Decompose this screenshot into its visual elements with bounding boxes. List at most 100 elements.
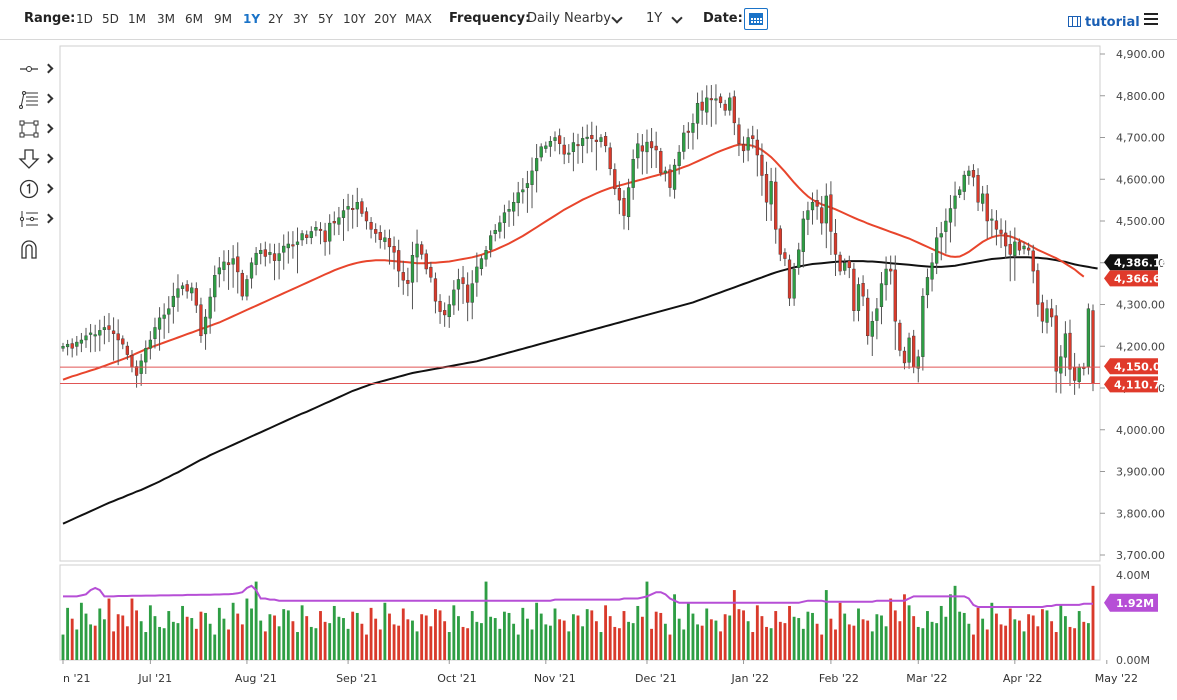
range-1m-button[interactable]: 1M — [128, 12, 146, 26]
candle-body — [728, 97, 732, 111]
period-chevron-down-icon[interactable] — [671, 12, 683, 24]
volume-bar — [847, 624, 851, 660]
price-chart[interactable]: 4,900.00 4,800.00 4,700.00 4,600.00 4,500.00… — [0, 40, 1177, 700]
volume-bar — [1073, 628, 1077, 660]
volume-bar — [627, 621, 631, 660]
tutorial-link[interactable]: tutorial — [1085, 15, 1140, 30]
range-9m-button[interactable]: 9M — [214, 12, 232, 26]
calendar-button[interactable] — [744, 8, 768, 30]
range-max-button[interactable]: MAX — [405, 12, 432, 26]
range-3y-button[interactable]: 3Y — [293, 12, 308, 26]
candle-body — [783, 252, 787, 259]
candle-body — [190, 287, 194, 294]
candle-body — [1022, 245, 1026, 250]
candle-body — [79, 339, 84, 344]
candle-body — [856, 284, 861, 311]
crosshair-line-tool[interactable] — [18, 58, 54, 80]
candle-body — [98, 330, 102, 336]
volume-bar — [392, 624, 396, 660]
volume-bar — [880, 615, 883, 660]
candle-body — [594, 139, 599, 142]
last-price-tag: 4,110.75 — [1114, 378, 1168, 391]
rectangle-tool[interactable] — [18, 118, 54, 140]
candle-body — [493, 229, 497, 234]
volume-bar — [590, 610, 594, 660]
volume-bar — [953, 585, 957, 660]
range-2y-button[interactable]: 2Y — [268, 12, 283, 26]
candle-body — [125, 345, 130, 355]
volume-bar — [190, 618, 194, 660]
volume-bar — [686, 602, 690, 660]
candle-body — [332, 221, 336, 224]
candle-body — [530, 170, 534, 185]
range-6m-button[interactable]: 6M — [185, 12, 203, 26]
range-5d-button[interactable]: 5D — [102, 12, 119, 26]
volume-bar — [503, 611, 506, 660]
frequency-select[interactable]: Daily Nearby — [527, 11, 612, 26]
price-tick-label: 4,600.00 — [1116, 173, 1165, 186]
candle-body — [208, 296, 212, 319]
volume-bar — [944, 616, 948, 660]
candle-body — [608, 147, 612, 170]
period-select[interactable]: 1Y — [646, 11, 663, 26]
volume-bar — [323, 621, 327, 660]
candle-body — [433, 278, 438, 302]
film-icon[interactable] — [1068, 16, 1081, 27]
candle-body — [1077, 366, 1081, 382]
volume-bar — [75, 629, 79, 660]
volume-bar — [70, 618, 74, 660]
hamburger-menu-icon[interactable] — [1144, 13, 1158, 25]
candle-body — [318, 228, 323, 231]
price-tick-label: 4,800.00 — [1116, 90, 1165, 103]
range-1d-button[interactable]: 1D — [76, 12, 93, 26]
candle-body — [852, 268, 856, 311]
range-5y-button[interactable]: 5Y — [318, 12, 333, 26]
volume-bar — [309, 626, 313, 660]
volume-bar — [852, 625, 856, 660]
volume-bar — [654, 611, 658, 660]
candle-body — [939, 233, 943, 238]
volume-bar — [870, 631, 874, 660]
range-1y-button[interactable]: 1Y — [243, 12, 261, 26]
arrow-tool[interactable] — [18, 148, 54, 170]
volume-bar — [332, 605, 336, 660]
measure-tool[interactable] — [18, 208, 54, 230]
candle-body — [236, 256, 240, 273]
candle-body — [484, 250, 488, 260]
candle-body — [636, 143, 640, 159]
candle-body — [199, 304, 203, 337]
magnet-tool[interactable] — [18, 238, 54, 260]
volume-tick-label: 4.00M — [1116, 569, 1150, 582]
candle-body — [309, 231, 313, 238]
volume-bar — [273, 615, 276, 660]
volume-bar — [631, 623, 635, 660]
volume-panel-frame — [59, 564, 1101, 661]
ma50-value-tag-bg — [1104, 270, 1158, 287]
candle-body — [415, 243, 419, 258]
range-20y-button[interactable]: 20Y — [374, 12, 397, 26]
volume-bar — [645, 581, 649, 660]
candle-body — [1031, 250, 1035, 272]
candle-body — [268, 252, 272, 255]
volume-bar — [489, 616, 493, 660]
volume-bar — [296, 632, 299, 660]
candle-body — [263, 249, 267, 257]
fib-tools[interactable] — [18, 88, 54, 110]
volume-bar — [337, 616, 341, 660]
frequency-chevron-down-icon[interactable] — [611, 12, 623, 24]
price-tick-label: 4,500.00 — [1116, 215, 1165, 228]
range-10y-button[interactable]: 10Y — [343, 12, 366, 26]
volume-bar — [576, 615, 580, 660]
volume-bar — [268, 614, 272, 660]
candle-body — [1063, 333, 1068, 358]
volume-bar — [801, 628, 805, 660]
candle-body — [259, 250, 263, 254]
candle-body — [401, 272, 405, 281]
date-label: Date: — [703, 11, 743, 26]
volume-bar — [1013, 619, 1017, 660]
numbered-marker-tool[interactable] — [18, 178, 54, 200]
range-3m-button[interactable]: 3M — [157, 12, 175, 26]
candle-body — [374, 229, 378, 234]
volume-bar — [112, 631, 116, 660]
candle-body — [1086, 308, 1091, 367]
